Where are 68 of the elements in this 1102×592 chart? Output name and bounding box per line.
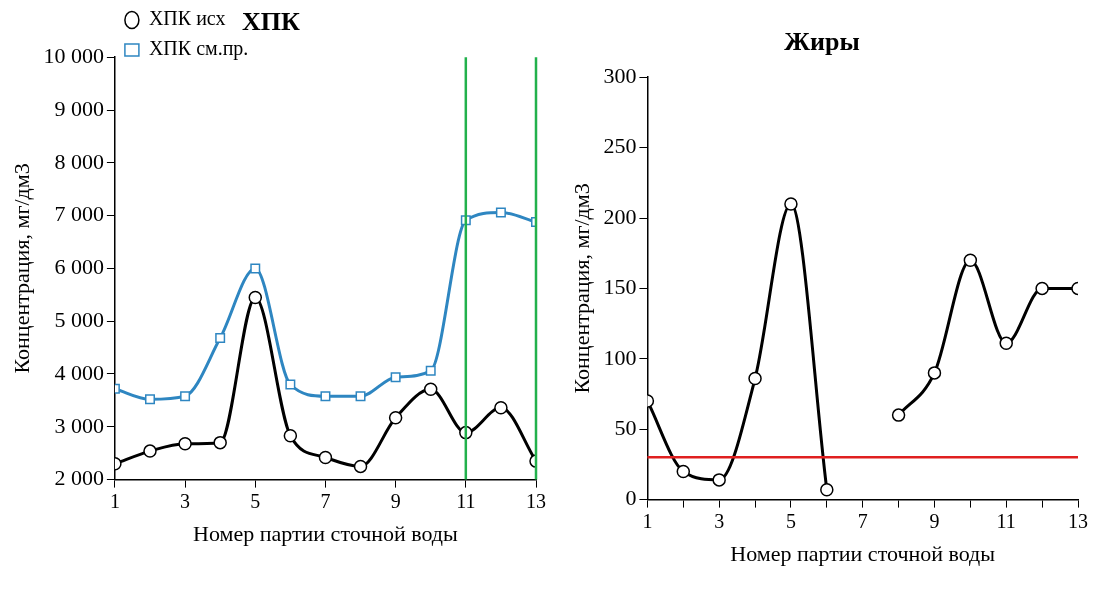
y-tick-label: 9 000 xyxy=(54,95,104,121)
y-tick-label: 3 000 xyxy=(54,412,104,438)
x-tick-label: 1 xyxy=(642,509,653,532)
point xyxy=(145,394,155,405)
y-axis-title: Концентрация, мг/дм3 xyxy=(568,183,594,394)
point xyxy=(963,253,978,267)
y-tick-label: 2 000 xyxy=(54,465,104,491)
x-tick-label: 3 xyxy=(180,489,191,512)
point xyxy=(891,408,906,422)
y-tick-label: 6 000 xyxy=(54,254,104,280)
x-tick-label: 9 xyxy=(390,489,401,512)
y-tick-label: 100 xyxy=(603,344,637,370)
y-tick-label: 200 xyxy=(603,203,637,229)
point xyxy=(285,379,296,390)
point xyxy=(178,436,192,451)
y-tick-label: 10 000 xyxy=(43,42,104,68)
chart-title: ХПК xyxy=(242,7,301,37)
point xyxy=(423,382,438,397)
y-tick-label: 50 xyxy=(614,414,637,440)
y-tick-label: 250 xyxy=(603,133,637,159)
x-tick-label: 5 xyxy=(250,489,261,512)
y-tick-label: 300 xyxy=(603,62,637,88)
chart-title: Жиры xyxy=(784,27,860,57)
point xyxy=(180,391,191,402)
x-tick-label: 3 xyxy=(714,509,725,532)
point xyxy=(353,459,368,474)
y-tick-label: 8 000 xyxy=(54,148,104,174)
point xyxy=(927,366,942,380)
legend-label: ХПК исх xyxy=(148,7,226,30)
y-tick-label: 0 xyxy=(625,485,637,511)
legend-label: ХПК см.пр. xyxy=(148,37,249,61)
point xyxy=(494,401,508,415)
point xyxy=(748,371,762,386)
x-tick-label: 9 xyxy=(929,509,940,532)
y-axis-title: Концентрация, мг/дм3 xyxy=(8,163,34,374)
point xyxy=(143,444,157,458)
point xyxy=(248,290,263,305)
point xyxy=(320,391,331,402)
y-tick-label: 5 000 xyxy=(54,306,104,332)
x-axis-title: Номер партии сточной воды xyxy=(193,520,459,546)
x-tick-label: 7 xyxy=(320,489,331,512)
x-tick-label: 13 xyxy=(526,489,546,512)
y-tick-label: 4 000 xyxy=(54,359,104,385)
point xyxy=(784,197,798,211)
point xyxy=(215,333,226,344)
point xyxy=(388,411,403,425)
point xyxy=(999,336,1013,351)
point xyxy=(390,372,401,383)
point xyxy=(425,365,436,376)
point xyxy=(213,435,227,450)
point xyxy=(1035,281,1049,296)
x-axis-title: Номер партии сточной воды xyxy=(730,540,996,566)
x-tick-label: 5 xyxy=(785,509,796,532)
point xyxy=(712,473,726,487)
point xyxy=(820,482,834,497)
point xyxy=(355,391,366,402)
x-tick-label: 13 xyxy=(1068,509,1088,532)
x-tick-label: 11 xyxy=(996,509,1016,532)
x-tick-label: 7 xyxy=(857,509,868,532)
point xyxy=(250,263,261,274)
y-tick-label: 7 000 xyxy=(54,201,104,227)
x-tick-label: 1 xyxy=(109,489,120,512)
point xyxy=(676,464,691,479)
point xyxy=(495,207,506,218)
point xyxy=(283,429,298,443)
x-tick-label: 11 xyxy=(456,489,476,512)
point xyxy=(318,450,333,465)
y-tick-label: 150 xyxy=(603,274,637,300)
